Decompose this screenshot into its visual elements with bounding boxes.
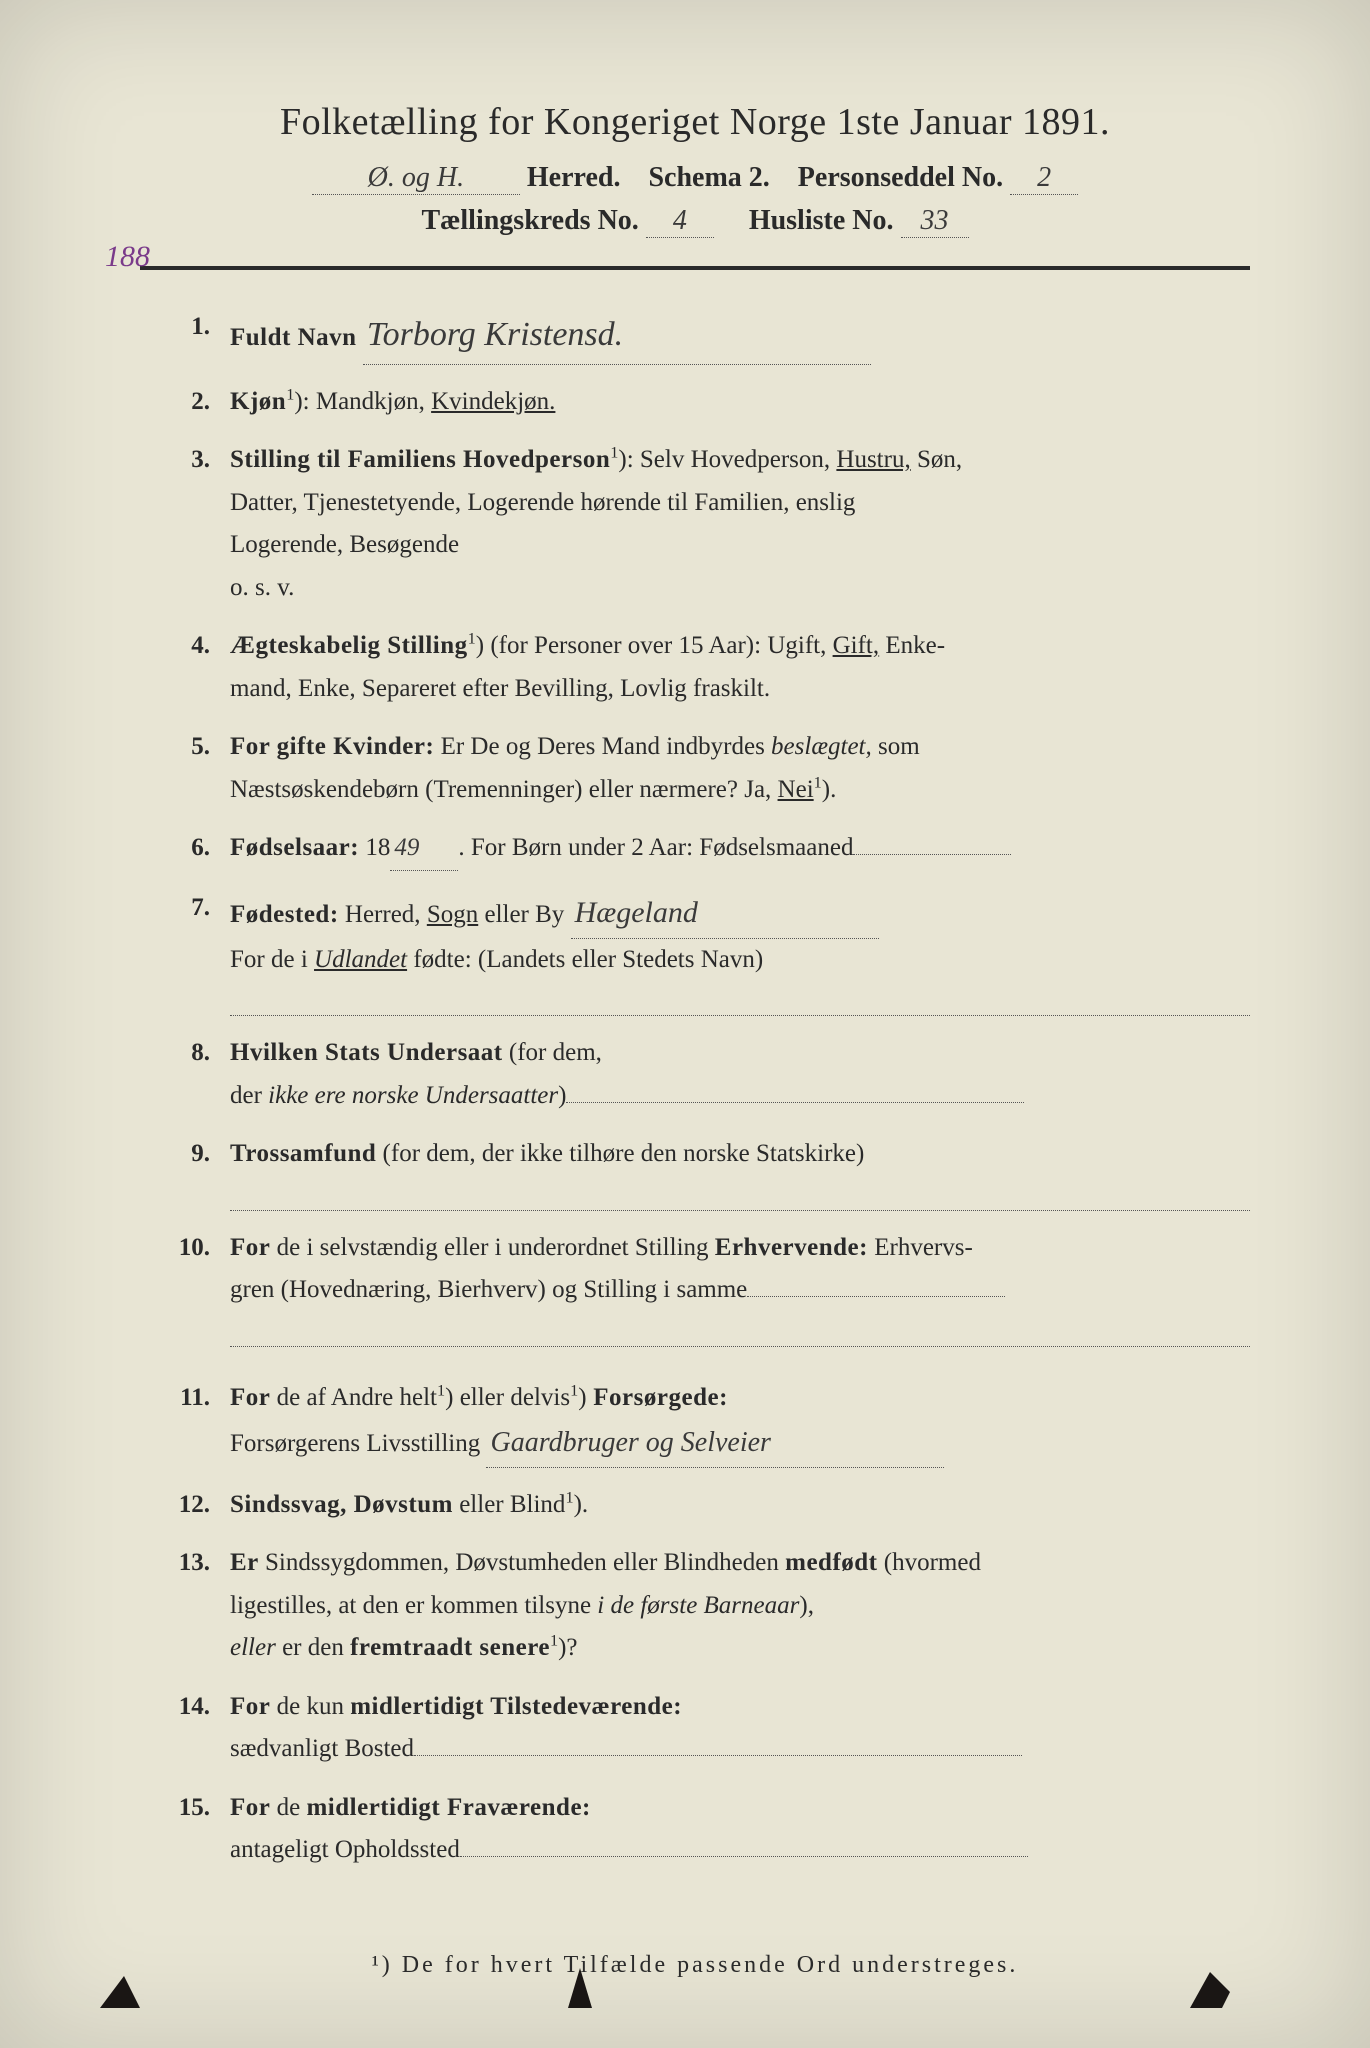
item-num: 14. [140,1686,230,1771]
subtitle-row-2: Tællingskreds No. 4 Husliste No. 33 [140,205,1250,238]
item-num: 10. [140,1227,230,1347]
husliste-label: Husliste No. [749,205,894,236]
full-name-value: Torborg Kristensd. [363,306,871,365]
item-8: 8. Hvilken Stats Undersaat (for dem, der… [140,1032,1250,1117]
item-content: Kjøn1): Mandkjøn, Kvindekjøn. [230,381,1250,424]
item-5: 5. For gifte Kvinder: Er De og Deres Man… [140,726,1250,811]
item-content: Fødested: Herred, Sogn eller By Hægeland… [230,887,1250,1017]
item-content: Trossamfund (for dem, der ikke tilhøre d… [230,1133,1250,1211]
item-num: 9. [140,1133,230,1211]
item-content: For de i selvstændig eller i underordnet… [230,1227,1250,1347]
item-14: 14. For de kun midlertidigt Tilstedevære… [140,1686,1250,1771]
item-1: 1. Fuldt Navn Torborg Kristensd. [140,306,1250,365]
birthplace-value: Hægeland [571,887,879,939]
herred-value: Ø. og H. [312,162,520,195]
item-6: 6. Fødselsaar: 1849. For Børn under 2 Aa… [140,827,1250,871]
kreds-no: 4 [646,205,714,238]
schema-label: Schema 2. [648,162,769,193]
item-content: For de midlertidigt Fraværende: antageli… [230,1787,1250,1872]
item-content: Hvilken Stats Undersaat (for dem, der ik… [230,1032,1250,1117]
item-num: 12. [140,1484,230,1527]
main-title: Folketælling for Kongeriget Norge 1ste J… [140,100,1250,144]
provider-value: Gaardbruger og Selveier [486,1419,944,1468]
item-num: 13. [140,1542,230,1670]
item-content: Fødselsaar: 1849. For Børn under 2 Aar: … [230,827,1250,871]
item-content: Sindssvag, Døvstum eller Blind1). [230,1484,1250,1527]
item-4: 4. Ægteskabelig Stilling1) (for Personer… [140,625,1250,710]
item-num: 11. [140,1377,230,1468]
item-12: 12. Sindssvag, Døvstum eller Blind1). [140,1484,1250,1527]
item-content: Ægteskabelig Stilling1) (for Personer ov… [230,625,1250,710]
item-3: 3. Stilling til Familiens Hovedperson1):… [140,439,1250,609]
item-content: Er Sindssygdommen, Døvstumheden eller Bl… [230,1542,1250,1670]
document-page: Folketælling for Kongeriget Norge 1ste J… [0,0,1370,2048]
margin-number: 188 [105,240,150,274]
item-num: 6. [140,827,230,871]
divider-rule [140,266,1250,270]
item-num: 15. [140,1787,230,1872]
item-2: 2. Kjøn1): Mandkjøn, Kvindekjøn. [140,381,1250,424]
personseddel-no: 2 [1010,162,1078,195]
item-num: 5. [140,726,230,811]
item-9: 9. Trossamfund (for dem, der ikke tilhør… [140,1133,1250,1211]
item-content: Fuldt Navn Torborg Kristensd. [230,306,1250,365]
herred-label: Herred. [527,162,621,193]
dotted-blank [230,1180,1250,1211]
item-15: 15. For de midlertidigt Fraværende: anta… [140,1787,1250,1872]
kreds-label: Tællingskreds No. [421,205,638,236]
item-num: 2. [140,381,230,424]
birth-year: 49 [390,827,458,871]
personseddel-label: Personseddel No. [798,162,1003,193]
item-7: 7. Fødested: Herred, Sogn eller By Hægel… [140,887,1250,1017]
item-num: 3. [140,439,230,609]
subtitle-row-1: Ø. og H. Herred. Schema 2. Personseddel … [140,162,1250,195]
item-content: For de af Andre helt1) eller delvis1) Fo… [230,1377,1250,1468]
item-content: Stilling til Familiens Hovedperson1): Se… [230,439,1250,609]
item-num: 7. [140,887,230,1017]
item-num: 4. [140,625,230,710]
item-num: 8. [140,1032,230,1117]
item-13: 13. Er Sindssygdommen, Døvstumheden elle… [140,1542,1250,1670]
item-10: 10. For de i selvstændig eller i underor… [140,1227,1250,1347]
dotted-blank [230,1316,1250,1347]
item-num: 1. [140,306,230,365]
husliste-no: 33 [901,205,969,238]
item-content: For de kun midlertidigt Tilstedeværende:… [230,1686,1250,1771]
footnote: ¹) De for hvert Tilfælde passende Ord un… [140,1952,1250,1979]
item-content: For gifte Kvinder: Er De og Deres Mand i… [230,726,1250,811]
dotted-blank [230,985,1250,1016]
item-11: 11. For de af Andre helt1) eller delvis1… [140,1377,1250,1468]
page-tear [100,1968,140,2008]
